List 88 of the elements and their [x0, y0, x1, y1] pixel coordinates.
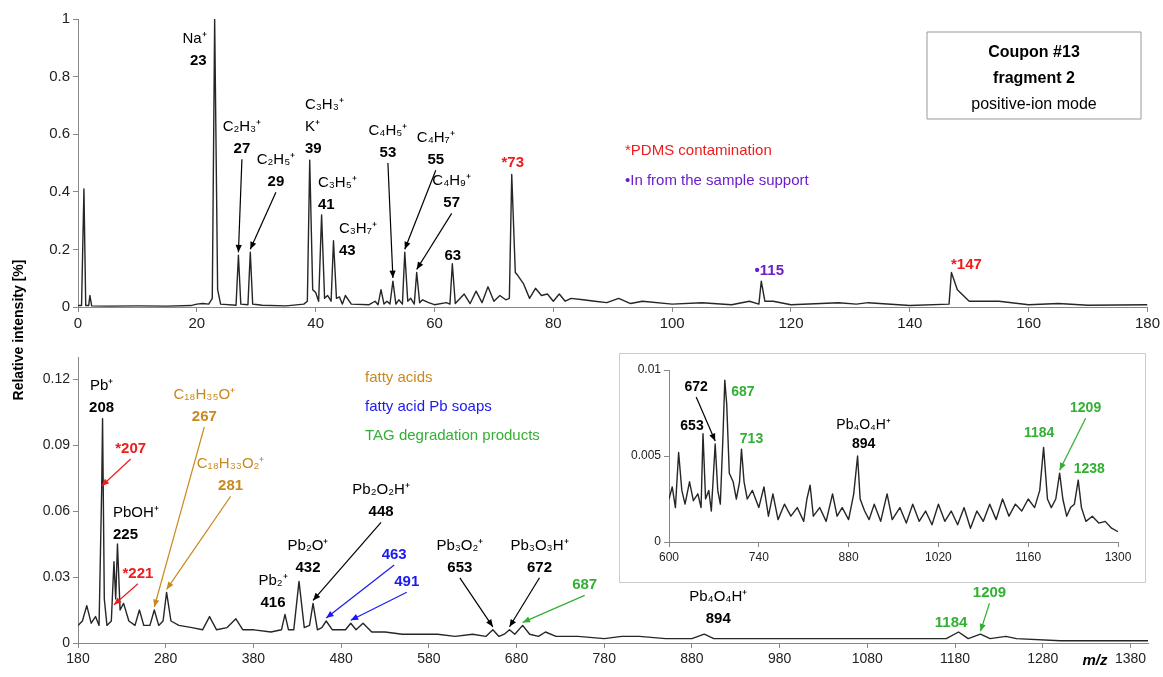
annotation: Pb₄O₄H⁺ 894: [689, 587, 748, 627]
annotation: •In from the sample support: [625, 171, 810, 188]
annotation: C₃H₃⁺ K⁺ 39: [304, 95, 344, 157]
y-tick-label: 0.6: [49, 124, 70, 142]
annotation: C₁₈H₃₅O⁺ 267: [173, 385, 236, 424]
y-tick-label: 0.4: [49, 181, 70, 199]
annotation: 1209: [972, 583, 1007, 601]
y-tick-label: 0.8: [49, 66, 70, 84]
annotation: Pb₂O₂H⁺ 448: [352, 480, 410, 520]
annotation: 687: [572, 575, 598, 593]
x-axis-title: m/z: [1082, 651, 1108, 668]
annotation: 63: [444, 245, 462, 263]
y-tick-label: 0.09: [42, 435, 71, 452]
annotation: 1209: [1070, 399, 1102, 416]
x-tick-label: 1020: [925, 549, 953, 564]
y-tick-label: 0: [62, 633, 71, 650]
x-tick-label: 40: [307, 314, 325, 332]
annotation: PbOH⁺ 225: [112, 503, 159, 542]
annotation: C₄H₅⁺ 53: [368, 121, 408, 161]
x-tick-label: 1180: [939, 650, 971, 667]
y-tick-label: 0.01: [637, 362, 662, 377]
text: positive-ion mode: [971, 95, 1097, 112]
y-tick-label: 0.2: [49, 239, 70, 257]
annotation: Pb₂O⁺ 432: [287, 536, 329, 576]
x-tick-label: 880: [680, 650, 704, 667]
x-tick-label: 80: [544, 314, 562, 332]
y-tick-label: 0: [654, 534, 662, 549]
x-tick-label: 1380: [1114, 650, 1147, 667]
x-tick-label: 280: [154, 650, 178, 667]
annotation: *221: [122, 563, 154, 581]
x-tick-label: 780: [592, 650, 617, 667]
x-tick-label: 180: [66, 650, 90, 667]
annotation: *147: [950, 255, 982, 273]
x-tick-label: 180: [1134, 314, 1160, 332]
annotation: C₃H₇⁺ 43: [338, 218, 377, 258]
annotation: 491: [394, 572, 420, 590]
annotation: Pb₂⁺ 416: [258, 571, 288, 611]
x-tick-label: 140: [897, 314, 923, 332]
x-tick-label: 480: [329, 650, 354, 667]
annotation: C₄H₉⁺ 57: [432, 171, 472, 211]
annotation: C₃H₅⁺ 41: [317, 172, 357, 212]
y-tick-label: 0.12: [42, 369, 71, 386]
x-tick-label: 580: [417, 650, 441, 667]
annotation: •115: [754, 261, 785, 279]
annotation: Pb⁺ 208: [89, 375, 115, 415]
annotation: C₄H₇⁺ 55: [416, 128, 455, 168]
annotation: *207: [115, 439, 147, 456]
annotation: 1238: [1073, 460, 1106, 477]
y-tick-label: 1: [61, 9, 70, 27]
x-tick-label: 980: [767, 650, 792, 667]
y-tick-label: 0.005: [630, 448, 662, 463]
x-tick-label: 1280: [1027, 650, 1059, 667]
x-tick-label: 880: [838, 549, 859, 564]
annotation: C₁₈H₃₃O₂⁺ 281: [196, 454, 265, 494]
annotation: Pb₃O₂⁺ 653: [436, 535, 484, 575]
x-tick-label: 160: [1016, 314, 1042, 332]
annotation: Na⁺ 23: [182, 29, 207, 68]
annotation: C₂H₅⁺ 29: [256, 150, 296, 190]
annotation: 1184: [1023, 424, 1055, 441]
annotation: fatty acids: [365, 368, 433, 385]
y-tick-label: 0.03: [42, 567, 71, 584]
annotation: TAG degradation products: [365, 426, 540, 443]
y-tick-label: 0: [61, 297, 70, 315]
x-tick-label: 740: [748, 549, 770, 564]
x-tick-label: 100: [659, 314, 685, 332]
annotation: 687: [731, 383, 755, 400]
annotation: 1184: [934, 613, 968, 630]
y-axis-title: Relative intensity [%]: [10, 259, 26, 401]
x-tick-label: 0: [73, 314, 83, 332]
x-tick-label: 600: [658, 549, 680, 564]
x-tick-label: 60: [426, 314, 443, 332]
x-tick-label: 1300: [1104, 549, 1132, 564]
annotation: fatty acid Pb soaps: [365, 397, 492, 414]
annotation: 713: [739, 430, 764, 447]
x-tick-label: 20: [188, 314, 206, 332]
annotation: Pb₃O₃H⁺ 672: [510, 535, 569, 575]
x-tick-label: 1160: [1015, 549, 1042, 564]
annotation: Pb₄O₄H⁺ 894: [836, 416, 891, 451]
x-tick-label: 680: [504, 650, 529, 667]
annotation: 672: [684, 377, 709, 394]
annotation: *73: [501, 152, 524, 170]
x-tick-label: 1080: [851, 650, 884, 667]
annotation: 463: [381, 545, 407, 562]
x-tick-label: 120: [778, 314, 804, 332]
y-tick-label: 0.06: [42, 501, 71, 518]
annotation: *PDMS contamination: [625, 141, 772, 158]
x-tick-label: 380: [241, 650, 266, 667]
annotation: 653: [680, 416, 704, 433]
